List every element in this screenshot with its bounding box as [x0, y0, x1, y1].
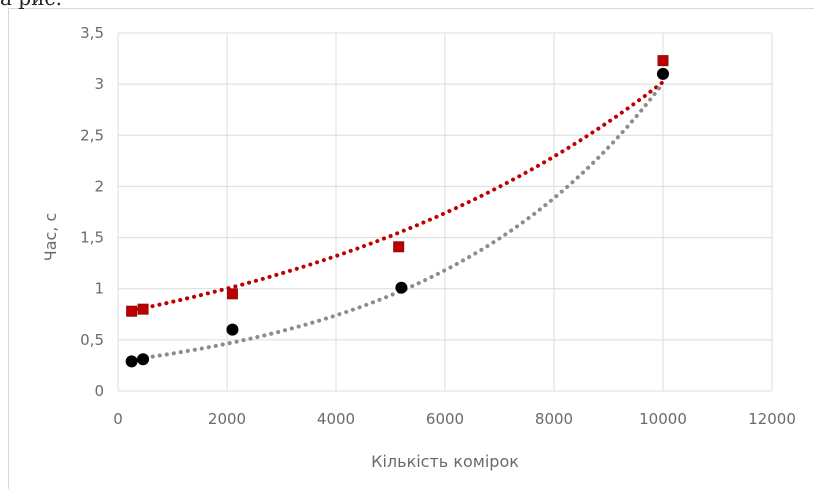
- tick-labels: 0 0,5 1 1,5 2 2,5 3 3,5 0 2000 4000 6000 8000 10000 12…: [80, 24, 796, 428]
- data-point-square: [126, 305, 138, 317]
- y-tick-label: 3: [94, 75, 104, 93]
- y-tick-label: 0,5: [80, 331, 104, 349]
- data-point-circle: [226, 323, 239, 336]
- trendlines: [129, 80, 665, 362]
- data-point-square: [137, 303, 149, 315]
- trendline-series-2: [129, 81, 665, 362]
- y-tick-label: 1: [94, 280, 104, 298]
- x-tick-label: 12000: [748, 410, 796, 428]
- page-text-fragment: а рис.: [0, 0, 62, 10]
- x-tick-label: 10000: [639, 410, 687, 428]
- x-tick-label: 4000: [317, 410, 355, 428]
- x-tick-label: 0: [113, 410, 123, 428]
- x-tick-label: 2000: [208, 410, 246, 428]
- trendline-series-1: [129, 80, 665, 313]
- y-axis-title: Час, с: [41, 213, 60, 262]
- data-point-square: [393, 241, 405, 253]
- y-tick-label: 3,5: [80, 24, 104, 42]
- y-tick-label: 1,5: [80, 229, 104, 247]
- data-point-circle: [395, 281, 408, 294]
- data-point-circle: [137, 353, 150, 366]
- data-point-circle: [657, 67, 669, 80]
- y-tick-label: 2: [94, 177, 104, 195]
- data-points: [125, 55, 669, 368]
- x-tick-label: 8000: [535, 410, 573, 428]
- x-tick-label: 6000: [426, 410, 464, 428]
- data-point-circle: [125, 355, 138, 368]
- data-point-square: [226, 288, 238, 300]
- data-point-square: [657, 55, 669, 67]
- grid-lines: [117, 32, 773, 392]
- y-tick-label: 0: [94, 382, 104, 400]
- chart-frame: [8, 8, 814, 489]
- x-axis-title: Кількість комірок: [371, 452, 519, 471]
- y-tick-label: 2,5: [80, 126, 104, 144]
